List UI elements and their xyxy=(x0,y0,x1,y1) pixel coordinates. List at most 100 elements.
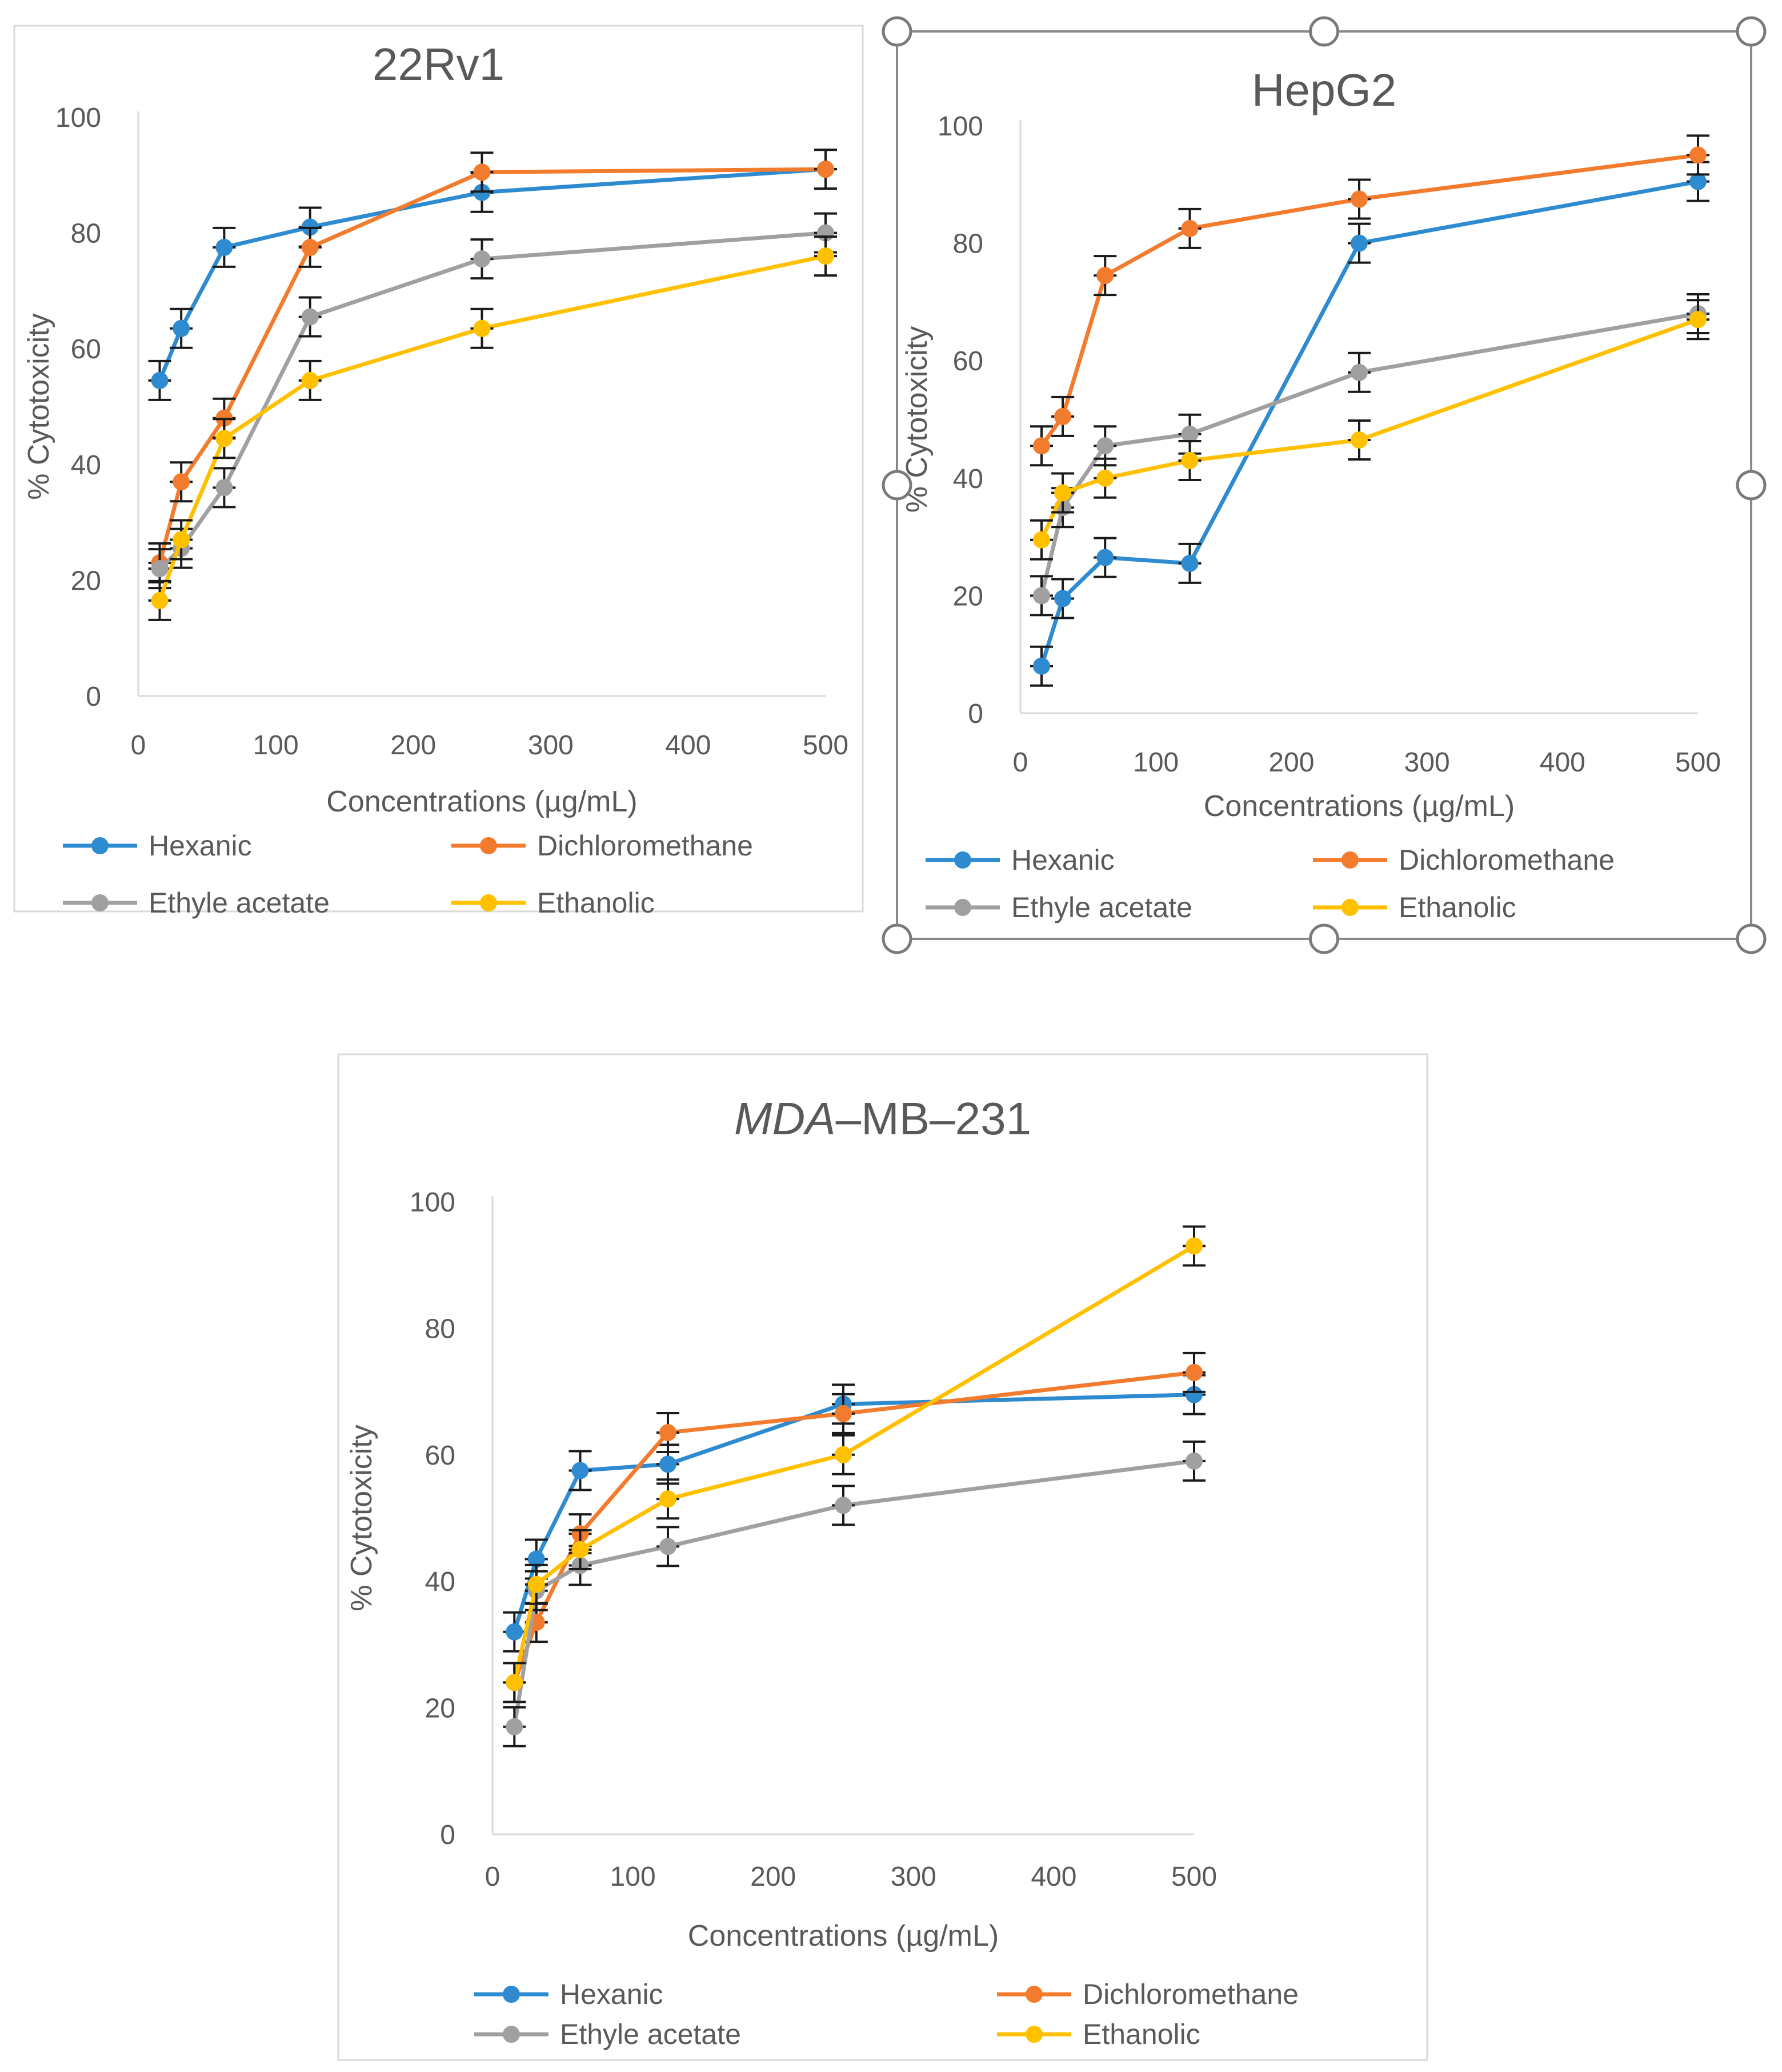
data-point xyxy=(215,430,233,447)
data-point xyxy=(659,1490,676,1508)
x-tick-label: 500 xyxy=(1171,1862,1217,1892)
data-point xyxy=(527,1575,545,1593)
x-tick-label: 200 xyxy=(1268,747,1314,778)
chart-title: 22Rv1 xyxy=(373,39,504,90)
y-tick-label: 20 xyxy=(425,1694,455,1724)
y-tick-label: 80 xyxy=(71,219,101,249)
x-tick-label: 400 xyxy=(665,730,711,761)
legend-item-ethanolic: Ethanolic xyxy=(997,2018,1200,2050)
legend-item-ethanolic: Ethanolic xyxy=(451,887,655,919)
x-tick-label: 300 xyxy=(891,1862,936,1892)
legend-swatch-marker xyxy=(480,837,497,854)
y-tick-label: 40 xyxy=(425,1567,455,1597)
x-tick-label: 500 xyxy=(1675,747,1721,778)
resize-handle[interactable] xyxy=(882,470,912,501)
data-point xyxy=(151,591,169,609)
chart-frame xyxy=(337,1053,1428,2061)
resize-handle[interactable] xyxy=(882,923,912,954)
legend-label: Ethyle acetate xyxy=(560,2018,741,2050)
legend-label: Hexanic xyxy=(149,830,252,862)
y-tick-label: 0 xyxy=(968,699,983,729)
x-axis-label: Concentrations (µg/mL) xyxy=(688,1919,999,1953)
data-point xyxy=(1033,437,1051,455)
data-point xyxy=(1351,190,1368,208)
legend-item-ethyle-acetate: Ethyle acetate xyxy=(474,2018,741,2050)
resize-handle[interactable] xyxy=(1736,470,1767,501)
chart-22rv1: 22Rv1 0 20 40 60 80 100 0 100 200 300 400 500 Concent… xyxy=(13,25,864,919)
legend-item-dichloromethane: Dichloromethane xyxy=(997,1978,1299,2010)
series-line xyxy=(1039,311,1699,597)
chart-title-italic: MDA xyxy=(734,1093,836,1144)
data-point xyxy=(1689,173,1707,190)
legend-label: Ethyle acetate xyxy=(149,887,330,919)
legend-label: Ethanolic xyxy=(537,887,655,919)
y-tick-label: 60 xyxy=(425,1441,455,1471)
data-point xyxy=(1033,531,1051,549)
resize-handle[interactable] xyxy=(1309,16,1339,47)
data-point xyxy=(506,1718,523,1735)
x-tick-label: 100 xyxy=(253,730,299,761)
series-line xyxy=(512,1244,1195,1683)
data-point xyxy=(1181,554,1199,572)
legend-swatch-marker xyxy=(1341,899,1359,916)
data-point xyxy=(835,1497,852,1514)
legend-label: Ethyle acetate xyxy=(1011,891,1192,923)
x-tick-label: 0 xyxy=(131,730,146,761)
data-point xyxy=(817,247,834,265)
data-point xyxy=(659,1538,676,1555)
legend-item-hexanic: Hexanic xyxy=(926,844,1115,876)
data-point xyxy=(301,238,319,256)
legend-swatch-marker xyxy=(954,851,971,869)
data-point xyxy=(1186,1363,1203,1381)
legend: Hexanic Dichloromethane Ethyle acetate Etha… xyxy=(63,830,753,919)
x-tick-label: 300 xyxy=(528,730,574,761)
data-point xyxy=(571,1462,589,1479)
y-tick-label: 0 xyxy=(86,682,101,712)
legend-item-hexanic: Hexanic xyxy=(474,1978,663,2010)
legend-swatch-marker xyxy=(1026,1986,1043,2003)
legend-label: Ethanolic xyxy=(1399,891,1516,923)
data-point xyxy=(1096,267,1114,285)
series-line xyxy=(512,1370,1195,1683)
resize-handle[interactable] xyxy=(1736,923,1767,954)
resize-handle[interactable] xyxy=(1736,16,1767,47)
series-line xyxy=(1039,317,1699,541)
data-point xyxy=(1186,1452,1203,1470)
series-ethanolic xyxy=(1030,299,1709,561)
legend-item-ethanolic: Ethanolic xyxy=(1313,891,1516,923)
data-point xyxy=(1181,219,1199,237)
legend-swatch-marker xyxy=(954,899,971,916)
legend-swatch-marker xyxy=(1341,851,1359,869)
data-point xyxy=(835,1405,852,1422)
chart-frame xyxy=(13,25,864,913)
legend-label: Hexanic xyxy=(560,1978,663,2010)
series-line xyxy=(1039,179,1699,667)
data-point xyxy=(1186,1386,1203,1403)
y-tick-label: 60 xyxy=(953,346,983,377)
legend: Hexanic Dichloromethane Ethyle acetate Etha… xyxy=(474,1978,1299,2050)
series-line xyxy=(158,167,826,563)
y-tick-label: 40 xyxy=(953,464,983,494)
resize-handle[interactable] xyxy=(882,16,912,47)
y-axis-label: % Cytotoxicity xyxy=(345,1425,378,1611)
legend-label: Dichloromethane xyxy=(1399,844,1615,876)
resize-handle[interactable] xyxy=(1309,923,1339,954)
legend-item-ethyle-acetate: Ethyle acetate xyxy=(926,891,1192,923)
legend-swatch-marker xyxy=(480,894,497,911)
chart-hepg2: HepG2 0 20 40 60 80 100 0 100 200 300 400 500 Concent… xyxy=(882,16,1767,954)
series-line xyxy=(158,167,826,382)
legend-item-dichloromethane: Dichloromethane xyxy=(1313,844,1615,876)
legend-item-dichloromethane: Dichloromethane xyxy=(451,830,753,862)
x-tick-label: 0 xyxy=(485,1862,500,1892)
data-point xyxy=(1096,549,1114,566)
data-point xyxy=(1096,437,1114,455)
data-point xyxy=(1351,431,1368,449)
chart-frame xyxy=(896,30,1752,940)
data-point xyxy=(659,1424,676,1442)
chart-mda-mb-231: MDA–MB–231 0 20 40 60 80 100 0 100 200 300 400 500 Co… xyxy=(337,1053,1428,2061)
series-ethanolic xyxy=(503,1225,1206,1703)
data-point xyxy=(151,371,169,389)
legend-swatch-marker xyxy=(503,2026,520,2043)
data-point xyxy=(173,531,190,549)
